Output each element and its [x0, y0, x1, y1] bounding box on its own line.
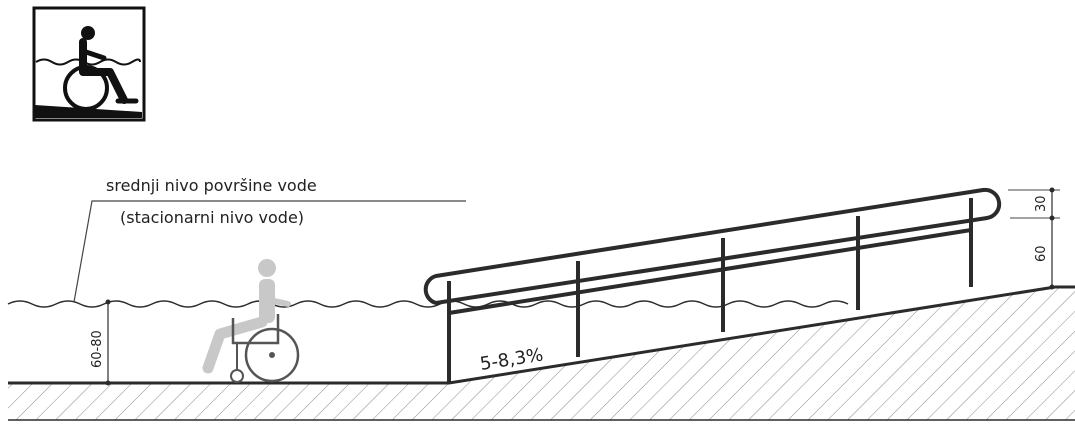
rail-lower-height-label: 60	[1034, 245, 1049, 262]
rail-height-dimension: 30 60	[1008, 187, 1060, 290]
water-level-label: srednji nivo površine vode	[106, 176, 317, 195]
water-level-sublabel: (stacionarni nivo vode)	[120, 208, 304, 227]
water-level-leader	[73, 200, 466, 303]
water-surface-line	[7, 300, 849, 308]
depth-label: 60-80	[90, 330, 105, 368]
wheelchair-access-water-icon	[32, 6, 146, 122]
rail-upper-gap-label: 30	[1034, 195, 1049, 212]
ramp-railing	[423, 187, 1002, 383]
depth-dimension: 60-80	[90, 299, 111, 386]
wheelchair-user-figure	[202, 259, 300, 383]
